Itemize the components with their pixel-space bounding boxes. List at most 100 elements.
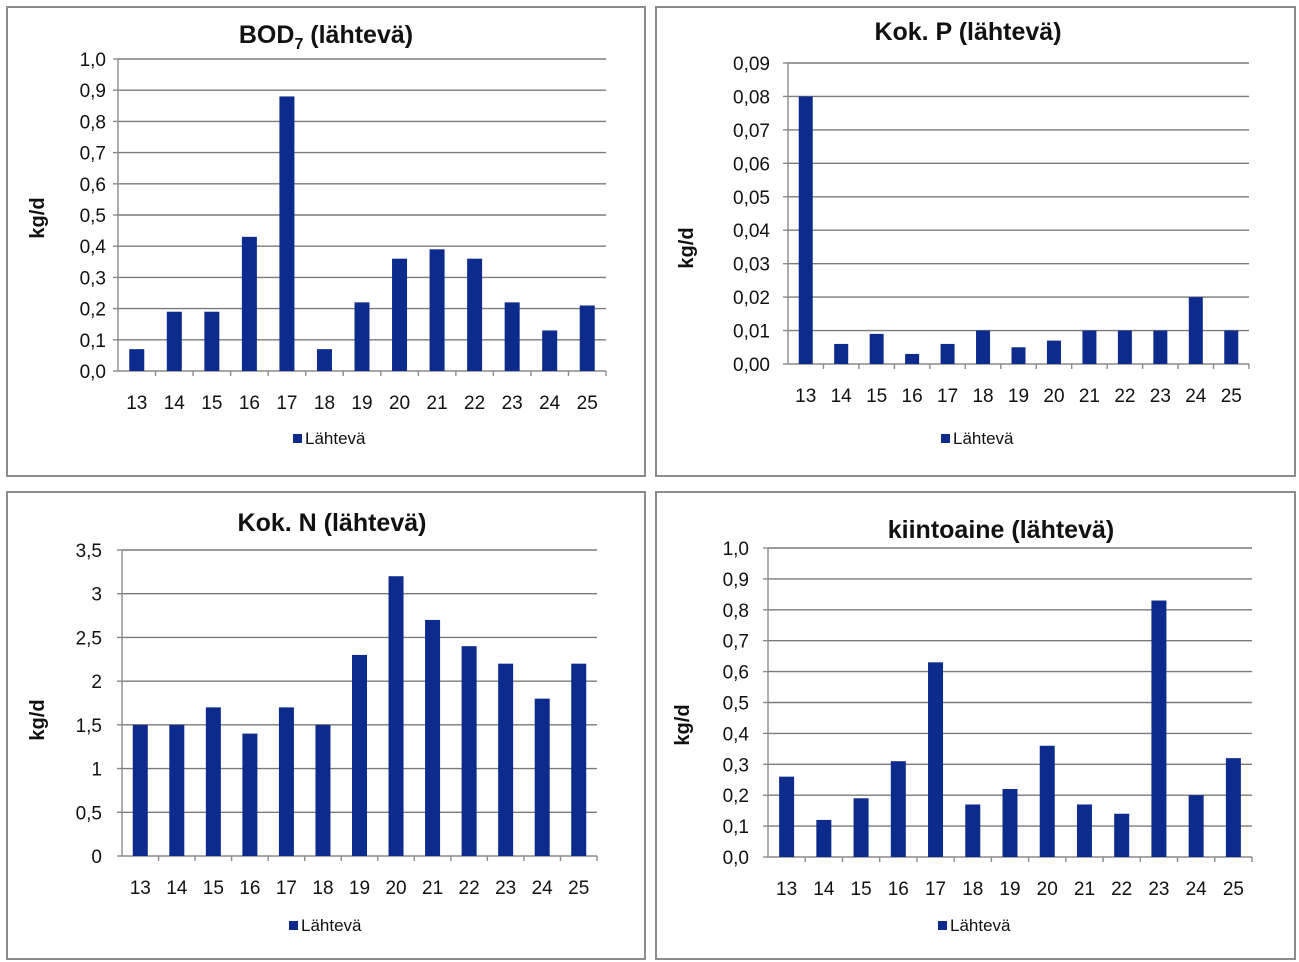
bar — [965, 804, 981, 857]
bar — [928, 662, 944, 857]
bar — [315, 724, 331, 856]
bar — [279, 96, 295, 371]
legend-swatch — [938, 921, 947, 930]
y-tick-label: 0 — [91, 847, 102, 868]
x-tick-label: 16 — [888, 879, 909, 900]
x-tick-label: 14 — [164, 393, 186, 414]
bar — [352, 654, 367, 856]
bar — [1225, 758, 1241, 857]
bar — [205, 707, 221, 856]
bar — [388, 576, 404, 856]
bar — [779, 776, 795, 857]
chart-svg-kok-p: 0,00 0,01 0,02 0,03 0,04 0,05 0,06 0,07 0,08 0,09… — [676, 18, 1250, 448]
y-tick-label: 0,7 — [723, 632, 749, 653]
x-tick-label: 18 — [962, 879, 983, 900]
x-tick-label: 16 — [239, 393, 260, 414]
bar — [354, 302, 370, 371]
x-tick-label: 23 — [1148, 879, 1169, 900]
x-tick-label: 21 — [1074, 879, 1095, 900]
chart-title: kiintoaine (lähtevä) — [888, 516, 1114, 544]
bar — [542, 330, 558, 371]
chart-title: Kok. N (lähtevä) — [238, 509, 427, 537]
bar — [1082, 330, 1097, 364]
chart-panel-kok-p: 0,00 0,01 0,02 0,03 0,04 0,05 0,06 0,07 0,08 0,09… — [655, 6, 1296, 477]
bar — [1188, 297, 1203, 364]
bar — [1188, 795, 1204, 857]
legend-label: Lähtevä — [953, 429, 1014, 448]
x-tick-label: 20 — [389, 393, 410, 414]
bar — [392, 258, 408, 371]
bar — [853, 798, 869, 857]
legend-swatch — [289, 921, 298, 930]
y-tick-label: 2 — [91, 672, 102, 693]
x-tick-label: 19 — [349, 878, 370, 899]
legend-swatch — [941, 434, 950, 443]
y-tick-label: 0,0 — [80, 362, 106, 383]
y-tick-label: 0,04 — [733, 221, 770, 242]
x-tick-label: 23 — [1150, 386, 1171, 407]
x-tick-label: 17 — [937, 386, 958, 407]
y-tick-label: 0,07 — [733, 121, 770, 142]
y-tick-label: 0,02 — [733, 288, 770, 309]
bar — [1224, 330, 1239, 364]
x-tick-label: 17 — [276, 878, 297, 899]
y-axis-label: kg/d — [27, 699, 49, 740]
y-tick-label: 1,0 — [80, 50, 106, 71]
x-tick-label: 20 — [1043, 386, 1064, 407]
bar — [129, 349, 145, 371]
legend-label: Lähtevä — [950, 916, 1011, 935]
y-tick-label: 0,09 — [733, 54, 770, 75]
y-tick-label: 0,03 — [733, 255, 770, 276]
x-tick-label: 20 — [385, 878, 406, 899]
chart-panel-kiintoaine: 0,0 0,1 0,2 0,3 0,4 0,5 0,6 0,7 0,8 0,9 1,0 13 14 15 1… — [655, 491, 1296, 960]
bar — [798, 96, 813, 364]
x-tick-label: 14 — [166, 878, 188, 899]
bar — [1117, 330, 1132, 364]
x-tick-label: 15 — [201, 393, 222, 414]
bar — [429, 249, 445, 371]
y-tick-label: 0,1 — [80, 331, 106, 352]
x-tick-label: 24 — [1185, 386, 1207, 407]
x-tick-label: 24 — [539, 393, 561, 414]
bar — [316, 349, 332, 371]
y-tick-label: 0,8 — [80, 112, 106, 133]
bar — [132, 724, 148, 856]
y-tick-label: 0,5 — [80, 206, 106, 227]
x-tick-label: 22 — [1114, 386, 1135, 407]
x-tick-label: 13 — [126, 393, 147, 414]
y-tick-label: 0,5 — [723, 694, 749, 715]
y-tick-label: 0,0 — [723, 848, 749, 869]
x-tick-label: 17 — [276, 393, 297, 414]
x-tick-label: 23 — [502, 393, 523, 414]
x-tick-label: 22 — [1111, 879, 1132, 900]
x-tick-label: 21 — [422, 878, 443, 899]
y-tick-label: 0,01 — [733, 322, 770, 343]
bar — [504, 302, 520, 371]
bar — [940, 343, 955, 364]
bar — [579, 305, 595, 371]
bar — [242, 733, 258, 856]
legend-label: Lähtevä — [305, 429, 366, 448]
bar — [461, 646, 477, 856]
x-tick-label: 22 — [459, 878, 480, 899]
y-tick-label: 0,00 — [733, 355, 770, 376]
chart-panel-bod7: 0,0 0,1 0,2 0,3 0,4 0,5 0,6 0,7 0,8 0,9 1,0 13 14 15 1… — [6, 6, 646, 477]
x-tick-label: 25 — [1221, 386, 1242, 407]
y-tick-label: 0,6 — [80, 175, 106, 196]
bar — [278, 707, 294, 856]
chart-panel-kok-n: 0 0,5 1 1,5 2 2,5 3 3,5 13 14 15 16 17 18 19 20 21 22 23 24… — [6, 491, 646, 960]
bar — [890, 761, 906, 857]
x-tick-label: 13 — [776, 879, 797, 900]
bar — [571, 663, 587, 856]
bar — [241, 236, 257, 371]
x-tick-label: 21 — [1079, 386, 1100, 407]
y-tick-label: 1 — [91, 760, 102, 781]
x-tick-label: 19 — [1008, 386, 1029, 407]
legend-label: Lähtevä — [301, 916, 362, 935]
x-tick-label: 18 — [314, 393, 335, 414]
y-tick-label: 0,5 — [76, 803, 102, 824]
y-axis-label: kg/d — [672, 704, 694, 745]
chart-svg-kiintoaine: 0,0 0,1 0,2 0,3 0,4 0,5 0,6 0,7 0,8 0,9 1,0 13 14 15 1… — [672, 516, 1253, 935]
x-tick-label: 14 — [813, 879, 835, 900]
y-tick-label: 2,5 — [76, 628, 102, 649]
